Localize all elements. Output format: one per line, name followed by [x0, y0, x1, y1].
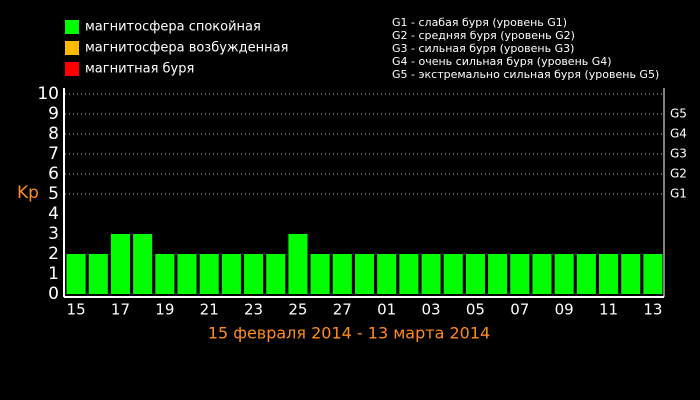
- x-tick-label: 19: [155, 301, 174, 319]
- y-tick-label: 5: [48, 184, 59, 204]
- bar: [576, 254, 596, 294]
- bar: [244, 254, 264, 294]
- note: G1 - слабая буря (уровень G1): [392, 16, 567, 29]
- bar: [155, 254, 175, 294]
- bar: [377, 254, 397, 294]
- y2-tick-label: G2: [670, 167, 687, 181]
- x-tick-label: 01: [377, 301, 396, 319]
- bar: [110, 234, 131, 294]
- bar: [288, 234, 308, 294]
- x-tick-label: 05: [466, 301, 485, 319]
- y-tick-label: 2: [48, 244, 59, 264]
- bar: [221, 254, 241, 294]
- bar: [354, 254, 375, 294]
- y-tick-label: 1: [48, 264, 59, 284]
- bar: [510, 254, 530, 294]
- y-axis-label: Kp: [17, 183, 39, 203]
- bar: [266, 254, 286, 294]
- x-tick-label: 23: [244, 301, 263, 319]
- bar: [310, 254, 330, 294]
- y-tick-label: 7: [48, 144, 59, 164]
- bar: [199, 254, 219, 294]
- legend-label: магнитосфера спокойная: [85, 20, 261, 35]
- x-tick-label: 03: [422, 301, 441, 319]
- bar: [332, 254, 352, 294]
- bar: [399, 254, 419, 294]
- y-tick-label: 4: [48, 204, 59, 224]
- y2-tick-label: G3: [670, 147, 687, 161]
- y-tick-label: 10: [37, 84, 59, 104]
- x-tick-label: 13: [643, 301, 662, 319]
- y2-tick-label: G4: [670, 127, 687, 141]
- x-tick-label: 11: [599, 301, 618, 319]
- bar: [465, 254, 485, 294]
- bar: [532, 254, 552, 294]
- x-tick-label: 09: [555, 301, 574, 319]
- bar: [643, 254, 663, 294]
- y-tick-label: 6: [48, 164, 59, 184]
- x-tick-label: 17: [111, 301, 130, 319]
- legend-swatch: [65, 62, 79, 76]
- bar: [66, 254, 86, 294]
- bar: [421, 254, 441, 294]
- y-tick-label: 8: [48, 124, 59, 144]
- y-tick-label: 3: [48, 224, 59, 244]
- legend-label: магнитная буря: [85, 62, 194, 77]
- note: G5 - экстремально сильная буря (уровень …: [392, 68, 659, 81]
- bar: [598, 254, 619, 294]
- legend-swatch: [65, 20, 79, 34]
- x-axis-label: 15 февраля 2014 - 13 марта 2014: [208, 324, 490, 343]
- y-tick-label: 9: [48, 104, 59, 124]
- x-tick-label: 07: [510, 301, 529, 319]
- bar: [488, 254, 508, 294]
- legend-label: магнитосфера возбужденная: [85, 41, 288, 56]
- legend-swatch: [65, 41, 79, 55]
- bar: [88, 254, 108, 294]
- bar: [133, 234, 153, 294]
- y-tick-label: 0: [48, 284, 59, 304]
- y2-tick-label: G5: [670, 107, 687, 121]
- note: G4 - очень сильная буря (уровень G4): [392, 55, 612, 68]
- bar: [177, 254, 197, 294]
- x-tick-label: 21: [200, 301, 219, 319]
- note: G2 - средняя буря (уровень G2): [392, 29, 575, 42]
- y2-tick-label: G1: [670, 187, 687, 201]
- bar: [554, 254, 574, 294]
- bar: [443, 254, 463, 294]
- note: G3 - сильная буря (уровень G3): [392, 42, 574, 55]
- x-tick-label: 15: [67, 301, 86, 319]
- x-tick-label: 25: [288, 301, 307, 319]
- x-tick-label: 27: [333, 301, 352, 319]
- bar: [621, 254, 641, 294]
